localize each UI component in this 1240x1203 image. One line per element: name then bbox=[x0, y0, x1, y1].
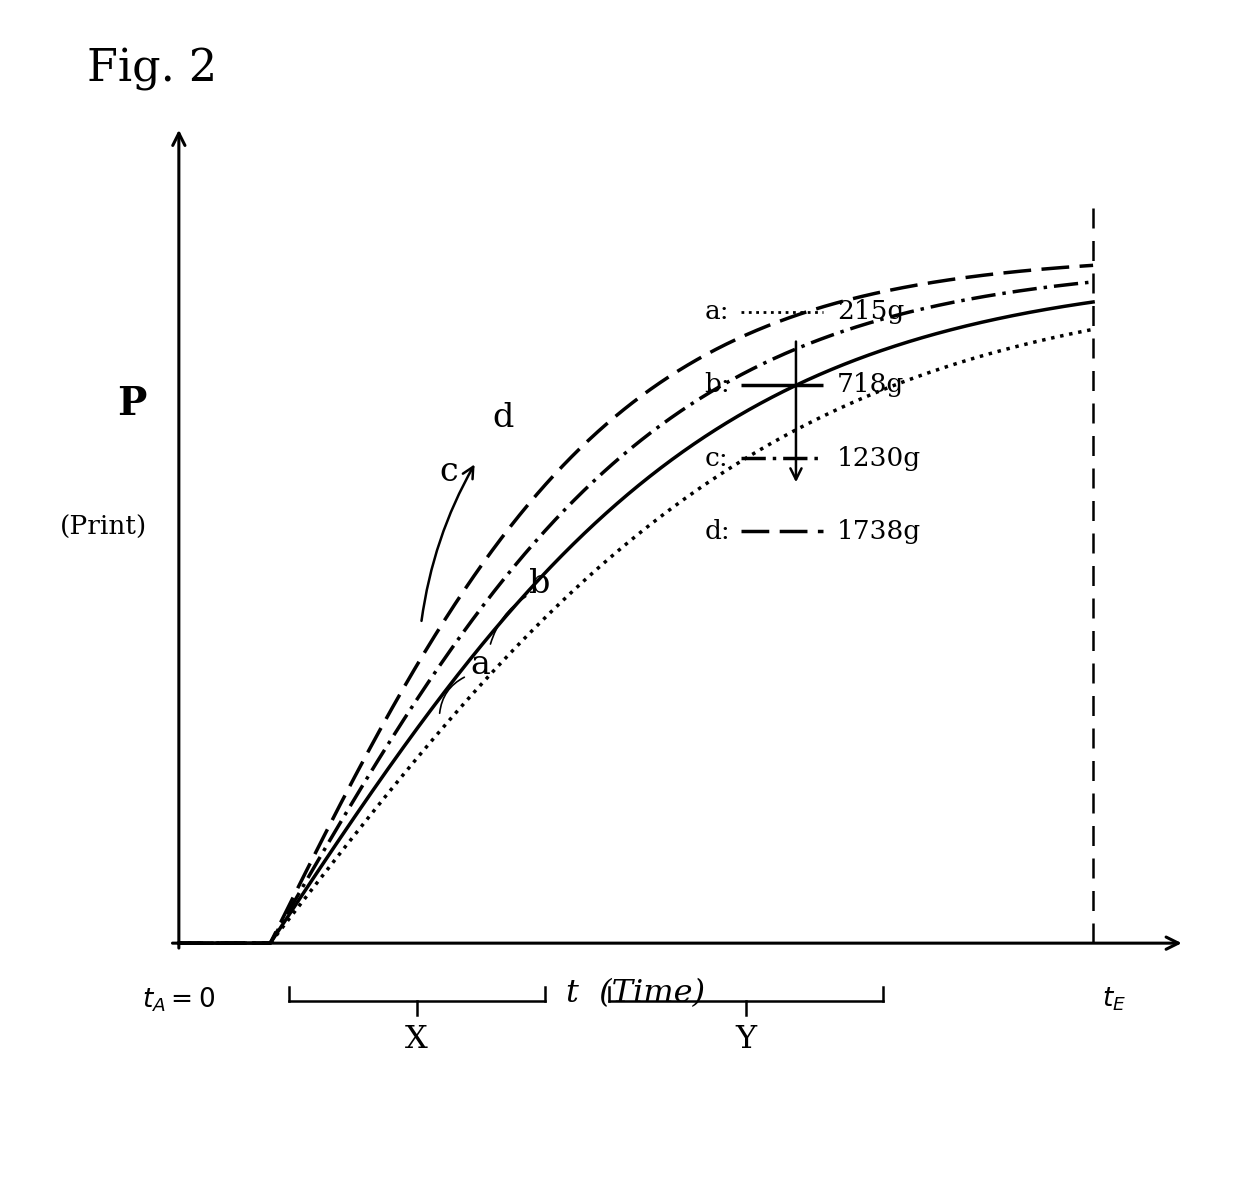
Text: 718g: 718g bbox=[837, 373, 904, 397]
Text: $t_E$: $t_E$ bbox=[1102, 985, 1126, 1013]
Text: d:: d: bbox=[704, 518, 730, 544]
Text: X: X bbox=[405, 1024, 428, 1055]
Text: Y: Y bbox=[735, 1024, 756, 1055]
Text: c:: c: bbox=[704, 445, 728, 470]
Text: P: P bbox=[118, 385, 146, 423]
Text: c: c bbox=[439, 456, 458, 488]
Text: 215g: 215g bbox=[837, 300, 904, 325]
Text: b: b bbox=[529, 568, 551, 600]
Text: a:: a: bbox=[704, 300, 729, 325]
Text: t  (Time): t (Time) bbox=[567, 978, 706, 1009]
Text: d: d bbox=[492, 402, 515, 434]
Text: 1230g: 1230g bbox=[837, 445, 921, 470]
Text: (Print): (Print) bbox=[60, 515, 146, 540]
Text: a: a bbox=[471, 648, 491, 681]
Text: Fig. 2: Fig. 2 bbox=[87, 48, 217, 91]
Text: b:: b: bbox=[704, 373, 730, 397]
Text: 1738g: 1738g bbox=[837, 518, 921, 544]
Text: $t_A = 0$: $t_A = 0$ bbox=[143, 985, 216, 1014]
